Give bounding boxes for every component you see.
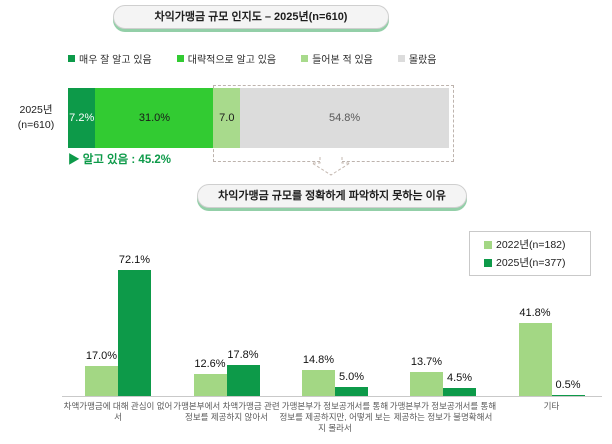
legend-swatch-icon — [177, 55, 184, 62]
legend-swatch-icon — [398, 55, 405, 62]
bar-2025년(n=377)-cat5 — [552, 395, 585, 396]
x-axis-baseline — [62, 396, 602, 397]
known-total-annotation: ▶ 알고 있음 : 45.2% — [68, 151, 171, 167]
legend-item-label: 몰랐음 — [409, 51, 437, 66]
bar-2025년(n=377)-cat4 — [443, 388, 476, 396]
category-label-3: 가맹본부가 정보공개서를 통해 정보를 제공하지만, 어떻게 보는지 몰라서 — [277, 401, 393, 434]
segment-value-label: 7.2% — [69, 112, 94, 124]
legend-item-label: 들어본 적 있음 — [312, 51, 373, 66]
category-label-1: 차액가맹금에 대해 관심이 없어서 — [60, 401, 176, 423]
legend-item-1: 매우 잘 알고 있음 — [68, 51, 152, 66]
bar-value-label: 5.0% — [322, 371, 382, 383]
bar-value-label: 72.1% — [105, 254, 165, 266]
legend-swatch-icon — [68, 55, 75, 62]
bottom-chart-title: 차익가맹금 규모를 정확하게 파악하지 못하는 이유 — [197, 184, 467, 208]
top-chart-title: 차익가맹금 규모 인지도 – 2025년(n=610) — [113, 5, 389, 29]
bar-value-label: 14.8% — [289, 354, 349, 366]
bar-value-label: 4.5% — [430, 372, 490, 384]
stacked-segment-3: 7.0 — [213, 88, 240, 148]
bar-value-label: 17.8% — [213, 349, 273, 361]
stacked-segment-1: 7.2% — [68, 88, 95, 148]
category-label-2: 가맹본부에서 차액가맹금 관련 정보를 제공하지 않아서 — [169, 401, 285, 423]
legend-item-label: 대략적으로 알고 있음 — [188, 51, 276, 66]
bottom-chart-legend: 2022년(n=182) 2025년(n=377) — [469, 231, 591, 276]
legend-item-4: 몰랐음 — [398, 51, 437, 66]
bar-row-label-line1: 2025년 — [8, 103, 64, 118]
bar-value-label: 41.8% — [505, 307, 565, 319]
bar-row-label: 2025년 (n=610) — [8, 103, 64, 133]
stacked-segment-4: 54.8% — [240, 88, 449, 148]
legend-swatch-icon — [484, 259, 492, 267]
bar-2025년(n=377)-cat1 — [118, 270, 151, 396]
bar-value-label: 0.5% — [538, 379, 598, 391]
legend-item-label: 2025년(n=377) — [496, 255, 566, 270]
segment-value-label: 31.0% — [139, 112, 170, 124]
bar-2025년(n=377)-cat3 — [335, 387, 368, 396]
segment-value-label: 7.0 — [219, 112, 234, 124]
bar-row-label-line2: (n=610) — [8, 118, 64, 133]
legend-item-2: 대략적으로 알고 있음 — [177, 51, 276, 66]
stacked-bar: 7.2% 31.0% 7.0 54.8% — [68, 88, 449, 148]
legend-item-2022년(n=182): 2022년(n=182) — [484, 237, 590, 252]
legend-item-2025년(n=377): 2025년(n=377) — [484, 255, 590, 270]
segment-value-label: 54.8% — [329, 112, 360, 124]
legend-item-label: 매우 잘 알고 있음 — [79, 51, 152, 66]
bar-2022년(n=182)-cat2 — [194, 374, 227, 396]
stacked-segment-2: 31.0% — [95, 88, 213, 148]
category-label-4: 가맹본부가 정보공개서를 통해 제공하는 정보가 불명확해서 — [385, 401, 501, 423]
legend-swatch-icon — [484, 241, 492, 249]
legend-swatch-icon — [301, 55, 308, 62]
legend-item-3: 들어본 적 있음 — [301, 51, 373, 66]
bar-value-label: 13.7% — [397, 356, 457, 368]
callout-down-arrow-icon — [300, 155, 370, 180]
top-chart-legend: 매우 잘 알고 있음 대략적으로 알고 있음 들어본 적 있음 몰랐음 — [68, 51, 436, 66]
bar-2022년(n=182)-cat1 — [85, 366, 118, 396]
category-label-5: 기타 — [494, 401, 610, 412]
bar-2025년(n=377)-cat2 — [227, 365, 260, 396]
legend-item-label: 2022년(n=182) — [496, 237, 566, 252]
infographic-canvas: 차익가맹금 규모 인지도 – 2025년(n=610) 매우 잘 알고 있음 대략… — [0, 0, 612, 444]
